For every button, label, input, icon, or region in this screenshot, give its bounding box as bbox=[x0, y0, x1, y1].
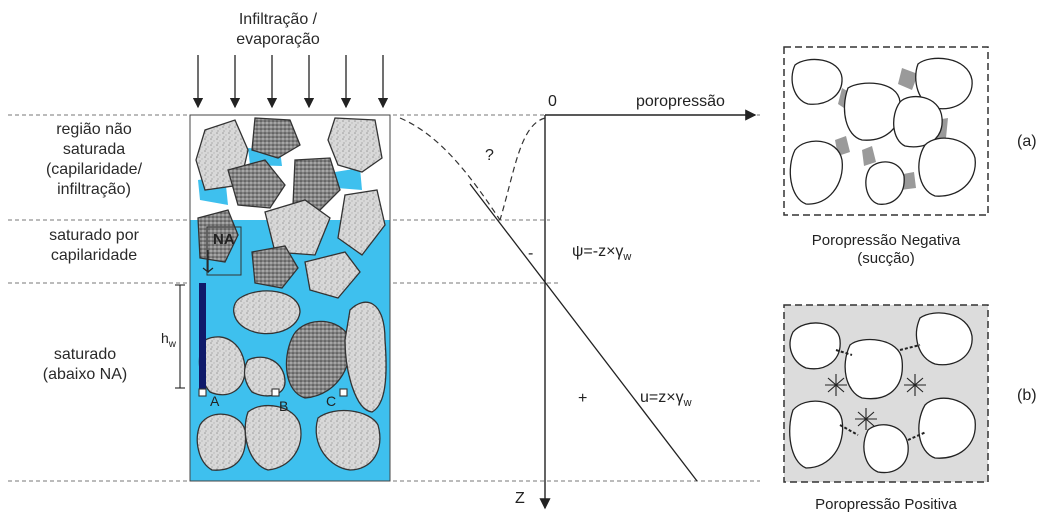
pressure-burst-icon bbox=[904, 374, 926, 396]
na-label: NA bbox=[213, 231, 235, 248]
pore-grain bbox=[915, 312, 973, 366]
unsaturated-zone-label: região não saturada (capilaridade/ infil… bbox=[20, 120, 168, 200]
inset-a-caption-line1: Poropressão Negativa bbox=[812, 232, 961, 249]
soil-grain bbox=[304, 251, 361, 299]
pore-grain bbox=[789, 322, 841, 370]
point-b-label: B bbox=[279, 398, 288, 414]
soil-grain bbox=[315, 409, 381, 471]
soil-grain bbox=[344, 301, 387, 413]
water-table-marker bbox=[202, 250, 214, 274]
capillary-line2: capilaridade bbox=[50, 247, 138, 264]
pore-grain bbox=[918, 397, 976, 459]
inset-positive-pressure: (b) Poropressão Positiva bbox=[783, 304, 1037, 513]
piezometer-tube bbox=[199, 283, 206, 390]
unsaturated-curve-outer bbox=[399, 117, 501, 221]
soil-grain bbox=[337, 189, 386, 256]
plus-sign: + bbox=[578, 390, 587, 407]
capillary-line1: saturado por bbox=[49, 227, 139, 244]
z-axis-label: Z bbox=[515, 490, 525, 507]
na-label-box bbox=[206, 226, 242, 276]
x-axis-label: poropressão bbox=[636, 93, 725, 110]
soil-grain bbox=[227, 159, 286, 209]
psi-equation: ψ=-z×γw bbox=[572, 243, 631, 263]
infiltration-arrows bbox=[192, 55, 389, 109]
pore-grain bbox=[789, 140, 843, 205]
inset-b-tag: (b) bbox=[1017, 387, 1037, 404]
pore-grain bbox=[918, 137, 976, 197]
pore-grain bbox=[843, 82, 901, 141]
origin-label: 0 bbox=[548, 93, 557, 110]
infiltration-label-line1: Infiltração / bbox=[238, 11, 318, 28]
unsaturated-line1: região não bbox=[56, 121, 132, 138]
infiltration-label-line2: evaporação bbox=[236, 31, 320, 48]
pore-grain bbox=[789, 400, 844, 469]
hydrostatic-line bbox=[469, 183, 698, 482]
pore-grain bbox=[844, 338, 903, 400]
pore-grain bbox=[915, 57, 973, 110]
pressure-burst-icon bbox=[855, 408, 877, 430]
saturated-line2: (abaixo NA) bbox=[42, 366, 128, 383]
capillary-zone-label: saturado por capilaridade bbox=[18, 226, 170, 266]
point-c-marker bbox=[339, 388, 348, 397]
soil-grain bbox=[327, 117, 383, 173]
pore-grain bbox=[865, 161, 905, 205]
point-b-marker bbox=[271, 388, 280, 397]
inset-b-caption: Poropressão Positiva bbox=[815, 496, 957, 513]
u-equation: u=z×γw bbox=[640, 389, 692, 409]
hw-dimension bbox=[175, 284, 185, 389]
inset-a-tag: (a) bbox=[1017, 133, 1037, 150]
minus-sign: - bbox=[528, 245, 533, 262]
soil-grain bbox=[251, 117, 301, 159]
unsaturated-line3: (capilaridade/ bbox=[45, 161, 143, 178]
pore-grain bbox=[863, 424, 909, 474]
infiltration-label: Infiltração / evaporação bbox=[208, 10, 348, 50]
water-pocket bbox=[335, 168, 362, 190]
pore-grain bbox=[791, 58, 843, 105]
soil-grain bbox=[264, 199, 331, 256]
soil-grain bbox=[285, 320, 351, 399]
hw-label: hw bbox=[161, 330, 177, 350]
unsaturated-curve-inner bbox=[499, 117, 546, 221]
soil-grain bbox=[292, 157, 341, 213]
point-c-label: C bbox=[326, 393, 336, 409]
soil-grain bbox=[196, 413, 247, 471]
inset-negative-pressure: (a) Poropressão Negativa (sucção) bbox=[783, 46, 1037, 267]
unsaturated-line2: saturada bbox=[62, 141, 126, 158]
inset-a-caption-line2: (sucção) bbox=[857, 250, 915, 267]
saturated-line1: saturado bbox=[53, 346, 117, 363]
soil-grain bbox=[251, 245, 299, 289]
unsaturated-line4: infiltração) bbox=[57, 181, 131, 198]
soil-grain bbox=[233, 290, 301, 335]
soil-grain bbox=[197, 209, 239, 263]
pore-pressure-graph: 0 poropressão Z ? - + ψ=-z×γw u=z×γw bbox=[399, 93, 757, 510]
column-outline bbox=[189, 114, 391, 482]
soil-column: NA hw A B C bbox=[161, 114, 391, 482]
soil-grain bbox=[244, 404, 302, 471]
pressure-burst-icon bbox=[825, 374, 847, 396]
question-mark: ? bbox=[485, 147, 494, 164]
saturated-zone-label: saturado (abaixo NA) bbox=[20, 345, 150, 385]
point-a-marker bbox=[198, 388, 207, 397]
point-a-label: A bbox=[210, 393, 220, 409]
